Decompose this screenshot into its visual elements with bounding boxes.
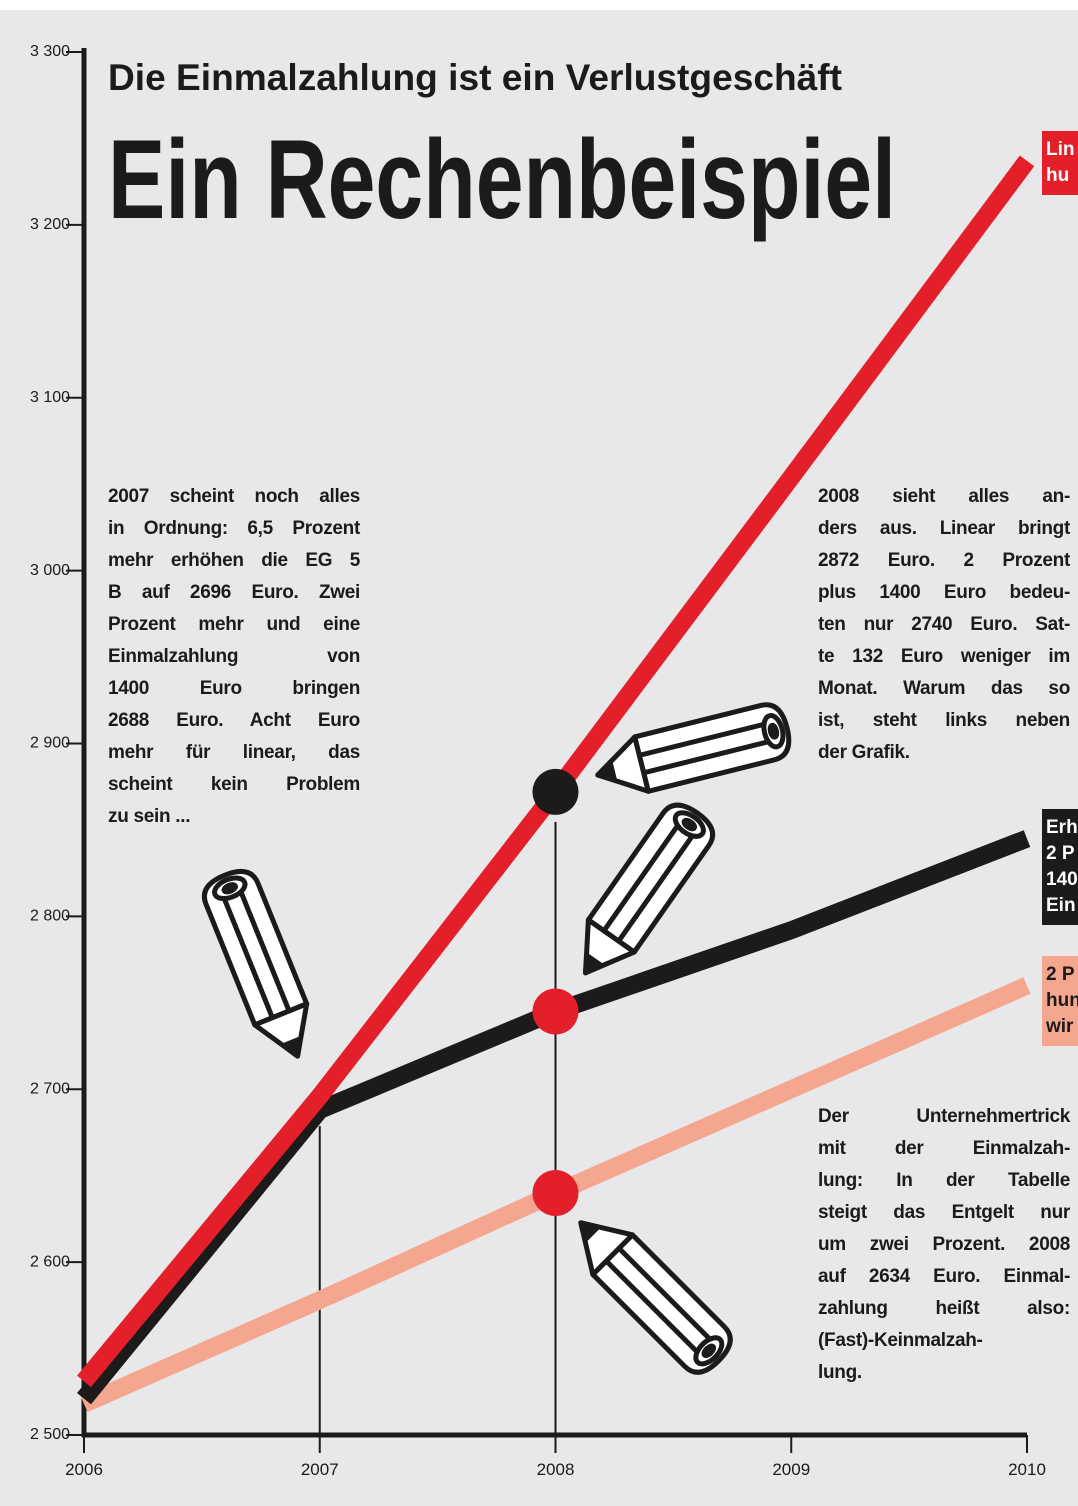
legend-label: hun — [1046, 989, 1078, 1011]
legend-label: 2 P — [1046, 963, 1075, 985]
annotation-line: ten nur 2740 Euro. Sat- — [818, 614, 1070, 635]
y-tick-label: 2 500 — [30, 1426, 70, 1443]
annotation-line: mehr für linear, das — [108, 742, 360, 763]
annotation-line: 2007 scheint noch alles — [108, 486, 360, 507]
legend-box: Lin hu — [1042, 130, 1078, 195]
annotation-line: lung: In der Tabelle — [818, 1170, 1070, 1191]
annotation-line: steigt das Entgelt nur — [818, 1202, 1070, 1223]
annotation-line: te 132 Euro weniger im — [818, 646, 1070, 667]
y-tick-label: 2 900 — [30, 735, 70, 752]
annotation: 2008 sieht alles an-ders aus. Linear bri… — [818, 481, 1070, 769]
legend-label: 140 — [1046, 868, 1078, 890]
legend-label: hu — [1046, 164, 1070, 186]
legend-label: Ein — [1046, 894, 1076, 916]
annotation-line: (Fast)-Keinmalzah- — [818, 1330, 983, 1351]
x-tick-label: 2010 — [1008, 1460, 1046, 1479]
annotation-line: 1400 Euro bringen — [108, 678, 360, 699]
y-tick-label: 3 300 — [30, 43, 70, 60]
y-tick-label: 2 800 — [30, 908, 70, 925]
annotation: Der Unternehmertrick mit der Einmalzah-lu… — [818, 1101, 1070, 1389]
y-tick-label: 3 000 — [30, 562, 70, 579]
annotation: 2007 scheint noch alles in Ordnung: 6,5 P… — [108, 481, 360, 833]
annotation-line: auf 2634 Euro. Einmal- — [818, 1266, 1070, 1287]
highlight-dot — [532, 768, 579, 815]
legend-box: Erh 2 P 140 Ein — [1042, 808, 1078, 925]
annotation-line: 2008 sieht alles an- — [818, 486, 1070, 507]
annotation-line: 2872 Euro. 2 Prozent — [818, 550, 1070, 571]
legend-box: 2 P hun wir — [1042, 955, 1078, 1046]
highlight-dot — [532, 1169, 579, 1216]
legend-label: Erh — [1046, 816, 1078, 838]
annotation-line: Einmalzahlung von — [108, 646, 360, 667]
annotation-line: in Ordnung: 6,5 Prozent — [108, 518, 360, 539]
y-tick-label: 3 200 — [30, 216, 70, 233]
annotation-line: zu sein ... — [108, 806, 191, 827]
annotation-line: mit der Einmalzah- — [818, 1138, 1070, 1159]
annotation-line: Prozent mehr und eine — [108, 614, 360, 635]
annotation-line: plus 1400 Euro bedeu- — [818, 582, 1070, 603]
y-tick-label: 2 700 — [30, 1080, 70, 1097]
y-tick-label: 2 600 — [30, 1253, 70, 1270]
annotation-line: B auf 2696 Euro. Zwei — [108, 582, 360, 603]
annotation-line: zahlung heißt also: — [818, 1298, 1070, 1319]
annotation-line: ist, steht links neben — [818, 710, 1070, 731]
annotation-line: scheint kein Problem — [108, 774, 360, 795]
annotation-line: Monat. Warum das so — [818, 678, 1070, 699]
annotation-line: lung. — [818, 1362, 862, 1383]
annotation-line: ders aus. Linear bringt — [818, 518, 1070, 539]
legend-label: wir — [1046, 1015, 1074, 1037]
title: Die Einmalzahlung ist ein Verlustgeschäf… — [108, 57, 842, 98]
x-tick-label: 2007 — [301, 1460, 339, 1479]
annotation-line: mehr erhöhen die EG 5 — [108, 550, 360, 571]
annotation-line: Der Unternehmertrick — [818, 1106, 1070, 1127]
x-tick-label: 2006 — [65, 1460, 103, 1479]
annotation-line: 2688 Euro. Acht Euro — [108, 710, 360, 731]
legend-label: 2 P — [1046, 842, 1075, 864]
highlight-dot — [532, 988, 579, 1035]
subtitle: Ein Rechenbeispiel — [108, 117, 896, 242]
x-tick-label: 2009 — [772, 1460, 810, 1479]
annotation-line: um zwei Prozent. 2008 — [818, 1234, 1070, 1255]
x-tick-label: 2008 — [537, 1460, 575, 1479]
annotation-line: der Grafik. — [818, 742, 910, 763]
legend-label: Lin — [1046, 138, 1075, 160]
y-tick-label: 3 100 — [30, 389, 70, 406]
